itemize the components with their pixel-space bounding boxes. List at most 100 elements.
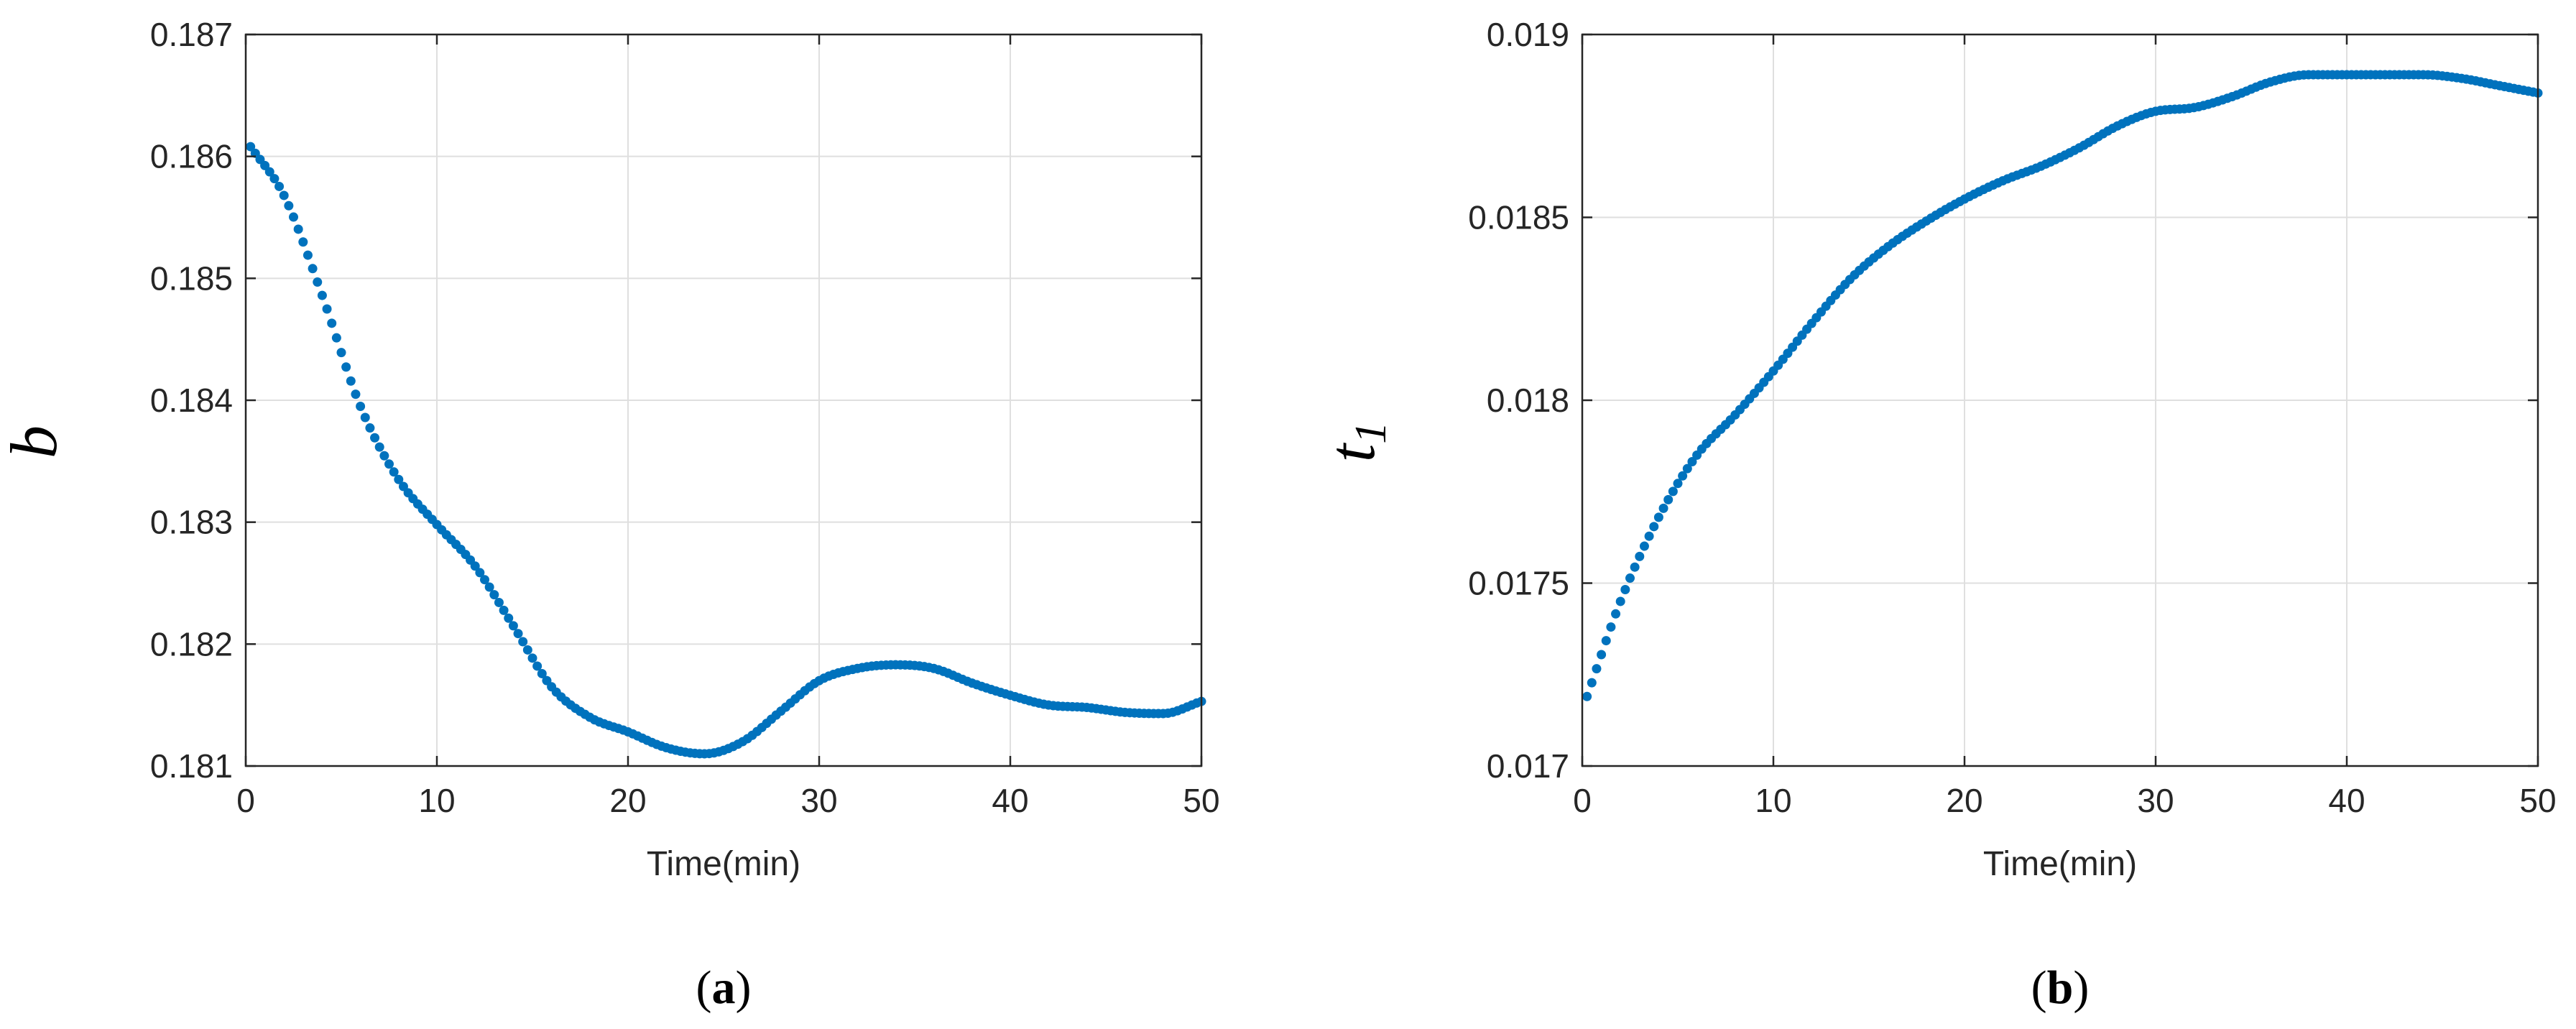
data-point <box>513 629 523 639</box>
data-point <box>356 401 366 411</box>
data-point <box>1678 471 1688 481</box>
data-point <box>384 459 394 469</box>
data-point <box>1606 622 1616 632</box>
data-point <box>284 200 294 211</box>
data-point <box>303 250 313 260</box>
x-tick-label: 10 <box>1755 782 1791 819</box>
data-point <box>1592 664 1602 674</box>
data-series <box>1582 70 2543 701</box>
y-tick-label: 0.187 <box>150 16 233 53</box>
y-tick-label: 0.185 <box>150 259 233 297</box>
data-point <box>1597 650 1607 660</box>
data-point <box>484 582 494 592</box>
y-tick-labels: 0.017 0.0175 0.018 0.0185 0.019 <box>1468 16 1569 785</box>
panel-label-a: (a) <box>696 961 752 1014</box>
y-axis-label-subscript: 1 <box>1347 422 1395 444</box>
data-point <box>527 653 537 663</box>
y-tick-label: 0.019 <box>1487 16 1569 53</box>
data-point <box>279 190 289 200</box>
data-point <box>370 433 380 443</box>
data-point <box>322 304 332 314</box>
data-point <box>360 412 370 423</box>
x-tick-label: 50 <box>2519 782 2556 819</box>
y-tick-label: 0.183 <box>150 504 233 541</box>
data-point <box>1649 522 1659 532</box>
data-point <box>331 333 341 343</box>
data-point <box>308 264 318 274</box>
data-point <box>313 277 323 287</box>
y-axis-label-var: b <box>0 425 70 458</box>
tick-marks <box>244 33 1203 767</box>
data-point <box>494 597 504 607</box>
y-tick-label: 0.018 <box>1487 382 1569 419</box>
y-axis-label: t1 <box>1315 422 1395 463</box>
data-point <box>365 423 375 433</box>
data-point <box>1668 486 1678 497</box>
data-point <box>1615 596 1625 606</box>
data-point <box>475 568 485 578</box>
y-tick-label: 0.0185 <box>1468 199 1569 236</box>
x-tick-label: 50 <box>1183 782 1219 819</box>
y-tick-label: 0.181 <box>150 747 233 785</box>
data-point <box>394 474 404 484</box>
y-tick-label: 0.184 <box>150 382 233 419</box>
data-point <box>246 142 256 152</box>
y-tick-labels: 0.181 0.182 0.183 0.184 0.185 0.186 0.187 <box>150 16 233 785</box>
data-point <box>480 575 489 585</box>
x-axis-label: Time(min) <box>1983 845 2137 883</box>
data-point <box>1644 531 1654 541</box>
data-point <box>1611 609 1621 619</box>
x-tick-label: 10 <box>418 782 455 819</box>
y-tick-label: 0.182 <box>150 625 233 663</box>
data-point <box>504 613 514 623</box>
x-tick-label: 30 <box>800 782 837 819</box>
data-point <box>293 224 303 234</box>
data-point <box>374 442 384 452</box>
data-point <box>289 212 298 222</box>
data-point <box>489 590 499 600</box>
x-tick-label: 40 <box>2328 782 2365 819</box>
data-point <box>1587 678 1597 688</box>
x-tick-label: 40 <box>992 782 1028 819</box>
data-point <box>1663 494 1674 504</box>
data-point <box>1635 551 1645 561</box>
data-point <box>537 668 547 678</box>
data-point <box>269 174 280 184</box>
y-tick-label: 0.017 <box>1487 747 1569 785</box>
x-tick-label: 20 <box>1946 782 1982 819</box>
data-point <box>508 621 518 631</box>
x-tick-label: 30 <box>2137 782 2174 819</box>
data-point <box>1625 573 1635 583</box>
panel-label-b: (b) <box>2031 961 2090 1014</box>
x-tick-labels: 0 10 20 30 40 50 <box>236 782 1219 819</box>
data-point <box>351 389 361 400</box>
data-point <box>499 605 509 615</box>
data-point <box>1658 503 1668 513</box>
data-point <box>274 181 285 191</box>
data-series <box>246 142 1206 759</box>
data-point <box>379 451 389 461</box>
data-point <box>298 237 308 247</box>
data-point <box>317 290 327 300</box>
data-point <box>341 362 351 372</box>
data-point <box>389 467 399 477</box>
chart-panel-b: 0 10 20 30 40 50 0.0170.01750.0180.01850.019 … <box>1315 16 2557 1014</box>
data-point <box>470 561 480 571</box>
y-tick-label: 0.0175 <box>1468 565 1569 602</box>
data-point <box>1673 479 1683 489</box>
data-point <box>1687 457 1697 466</box>
grid-lines <box>1582 34 2539 767</box>
x-tick-labels: 0 10 20 30 40 50 <box>1573 782 2556 819</box>
data-point <box>1682 463 1692 474</box>
data-point <box>327 318 337 328</box>
data-point <box>532 661 543 671</box>
data-point <box>336 348 346 358</box>
data-point <box>264 167 274 177</box>
grid-lines <box>245 34 1202 767</box>
data-point <box>1601 636 1611 646</box>
data-point <box>1582 691 1592 701</box>
data-point <box>518 637 528 647</box>
data-point <box>1630 562 1640 572</box>
y-axis-label: b <box>0 425 70 458</box>
